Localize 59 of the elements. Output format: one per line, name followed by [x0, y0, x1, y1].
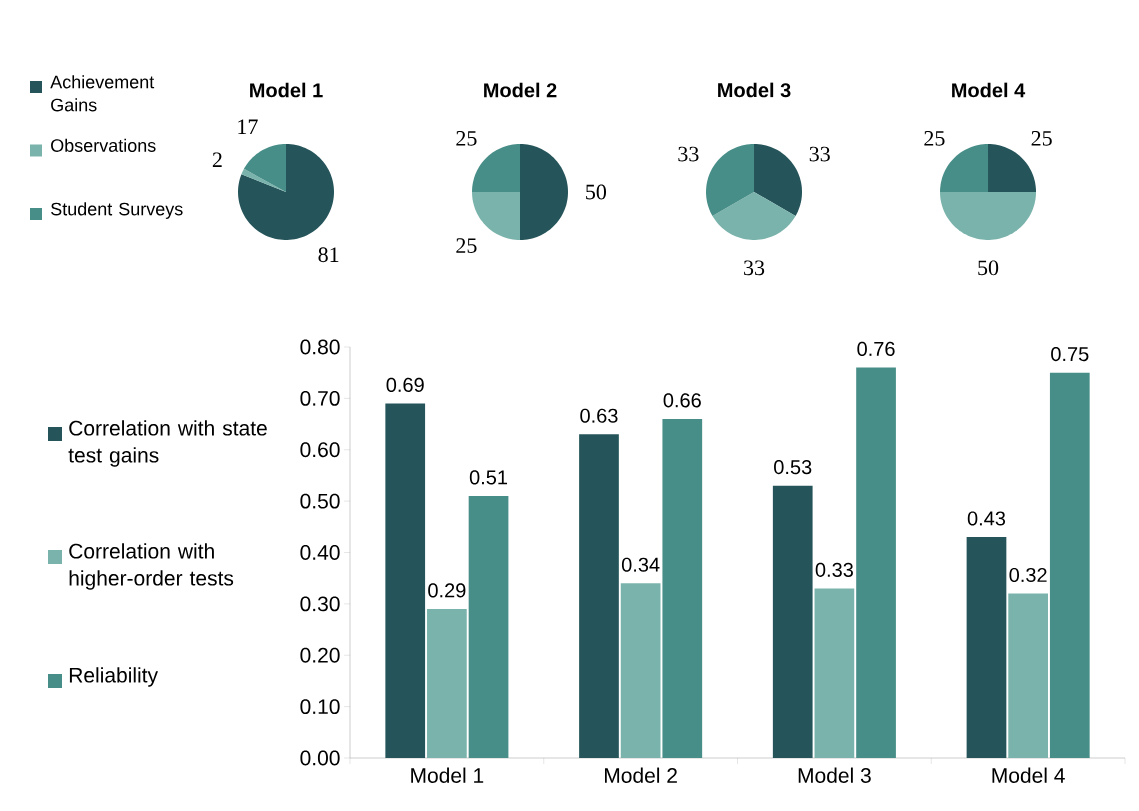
data-label: 0.53 — [774, 460, 812, 475]
legend-label: Achievement Gains — [50, 75, 155, 112]
chart-title: Model 2 — [484, 82, 557, 98]
data-label: 25 — [456, 130, 477, 146]
data-label: 0.32 — [1009, 567, 1047, 583]
data-label: 0.34 — [621, 557, 660, 572]
bar — [468, 495, 509, 758]
x-tick-label: Model 2 — [605, 767, 677, 783]
data-label: 25 — [456, 238, 477, 254]
legend-label: Correlation with higher-order tests — [69, 543, 234, 590]
chart-title: Model 4 — [952, 82, 1026, 98]
data-label: 0.66 — [663, 393, 701, 408]
data-label: 0.33 — [815, 562, 853, 577]
legend-label: Student Surveys — [51, 202, 183, 219]
bar — [1008, 593, 1048, 758]
data-label: 25 — [924, 130, 945, 146]
data-label: 0.43 — [967, 511, 1006, 526]
y-tick-label: 0.10 — [300, 699, 340, 715]
y-tick-label: 0.60 — [300, 442, 340, 458]
bar — [856, 367, 896, 758]
chart-title: Model 1 — [250, 82, 323, 98]
data-label: 33 — [744, 260, 765, 276]
data-label: 50 — [586, 184, 607, 200]
data-label: 33 — [809, 146, 830, 162]
data-label: 33 — [678, 146, 699, 162]
data-label: 0.51 — [469, 470, 508, 485]
bar — [772, 485, 813, 758]
data-label: 0.29 — [428, 583, 466, 598]
legend-label: Reliability — [69, 667, 158, 687]
bar — [814, 588, 855, 758]
y-tick-label: 0.70 — [300, 390, 340, 406]
data-label: 0.63 — [580, 408, 618, 423]
data-label: 81 — [318, 247, 339, 263]
y-tick-label: 0.20 — [300, 647, 340, 663]
bar — [966, 537, 1007, 758]
bar — [427, 609, 467, 758]
data-label: 0.69 — [386, 377, 424, 392]
y-tick-label: 0.80 — [300, 339, 340, 355]
data-label: 17 — [238, 119, 258, 134]
bar — [385, 403, 426, 758]
chart-title: Model 3 — [718, 82, 791, 98]
x-tick-label: Model 3 — [798, 767, 871, 783]
data-label: 25 — [1031, 130, 1052, 146]
x-tick-label: Model 4 — [992, 767, 1065, 783]
legend-label: Observations — [51, 138, 156, 152]
legend-label: Correlation with state test gains — [68, 420, 267, 467]
y-tick-label: 0.40 — [300, 545, 340, 560]
bar — [662, 418, 703, 758]
bar — [1049, 372, 1090, 758]
y-tick-label: 0.30 — [300, 596, 340, 612]
y-tick-label: 0.50 — [300, 493, 340, 509]
data-label: 0.76 — [857, 341, 895, 357]
data-label: 2 — [212, 152, 222, 167]
data-label: 50 — [978, 260, 999, 276]
bar — [620, 583, 661, 758]
y-tick-label: 0.00 — [300, 750, 340, 766]
data-label: 0.75 — [1051, 347, 1089, 362]
bar — [579, 434, 619, 758]
x-tick-label: Model 1 — [411, 767, 484, 783]
